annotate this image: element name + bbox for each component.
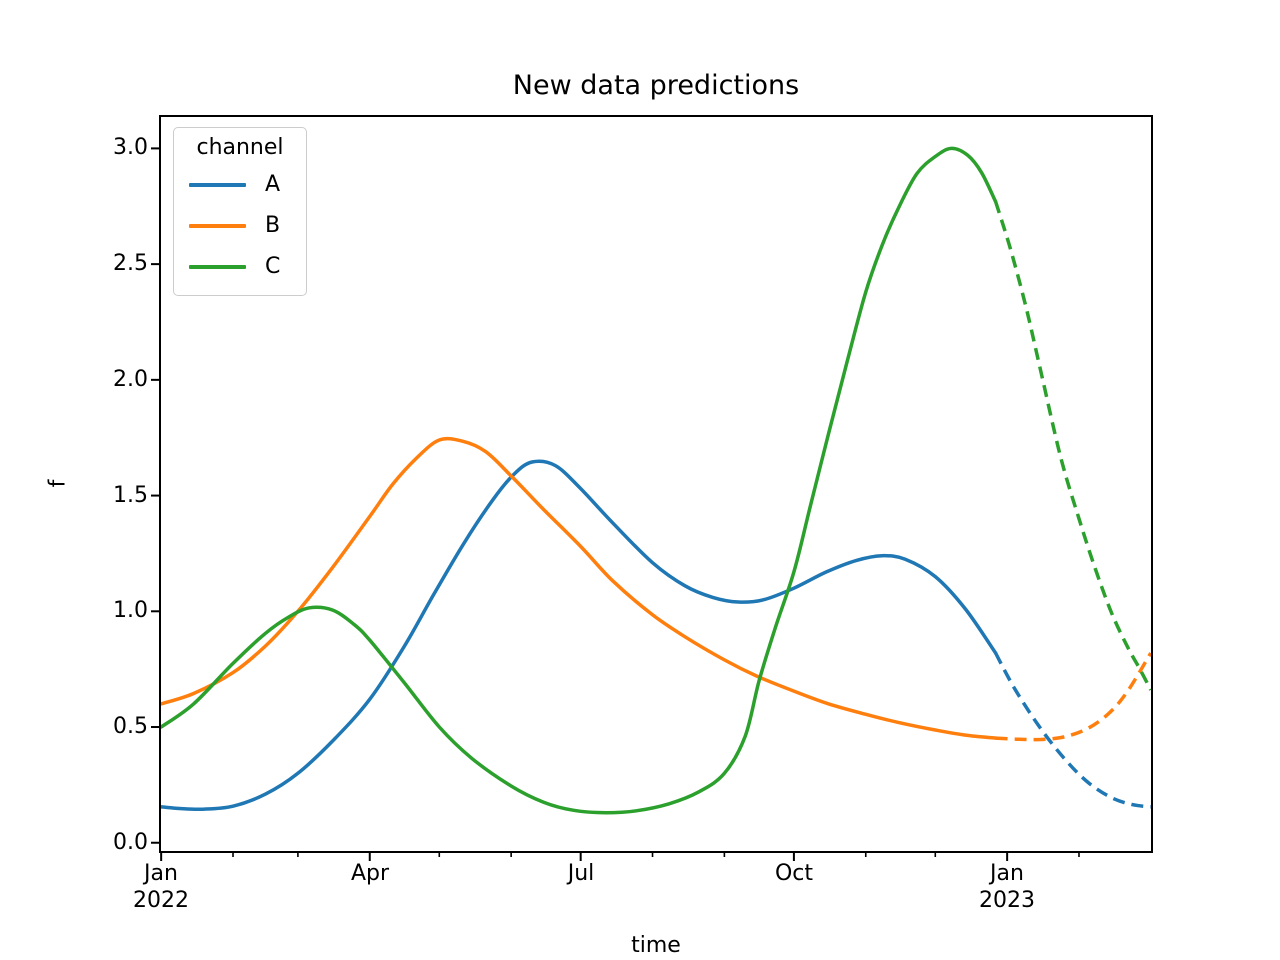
legend-item-b: B [174, 205, 306, 246]
legend-item-label: C [265, 254, 281, 279]
series-b-line-swatch [189, 223, 246, 228]
y-tick-label: 1.0 [113, 598, 148, 623]
x-tick-label: Jan 2023 [979, 861, 1035, 913]
legend-title: channel [196, 135, 284, 160]
legend-item-a: A [174, 164, 306, 205]
x-tick-label: Jan 2022 [133, 861, 189, 913]
series-c-line-swatch [189, 264, 246, 269]
legend-item-c: C [174, 246, 306, 287]
chart-title: New data predictions [512, 70, 800, 101]
legend-item-label: A [265, 172, 281, 197]
legend-item-label: B [265, 213, 281, 238]
y-tick-label: 0.0 [113, 830, 148, 855]
y-tick-label: 2.0 [113, 367, 148, 392]
y-tick-label: 1.5 [113, 483, 148, 508]
x-tick-label: Apr [350, 861, 390, 886]
y-tick-label: 0.5 [113, 714, 148, 739]
legend: channel A B C [173, 127, 307, 296]
x-axis-label: time [631, 933, 681, 958]
y-tick-label: 2.5 [113, 251, 148, 276]
x-tick-label: Oct [774, 861, 814, 886]
y-tick-label: 3.0 [113, 135, 148, 160]
x-tick-label: Jul [567, 861, 595, 886]
series-a-line-swatch [189, 182, 246, 187]
